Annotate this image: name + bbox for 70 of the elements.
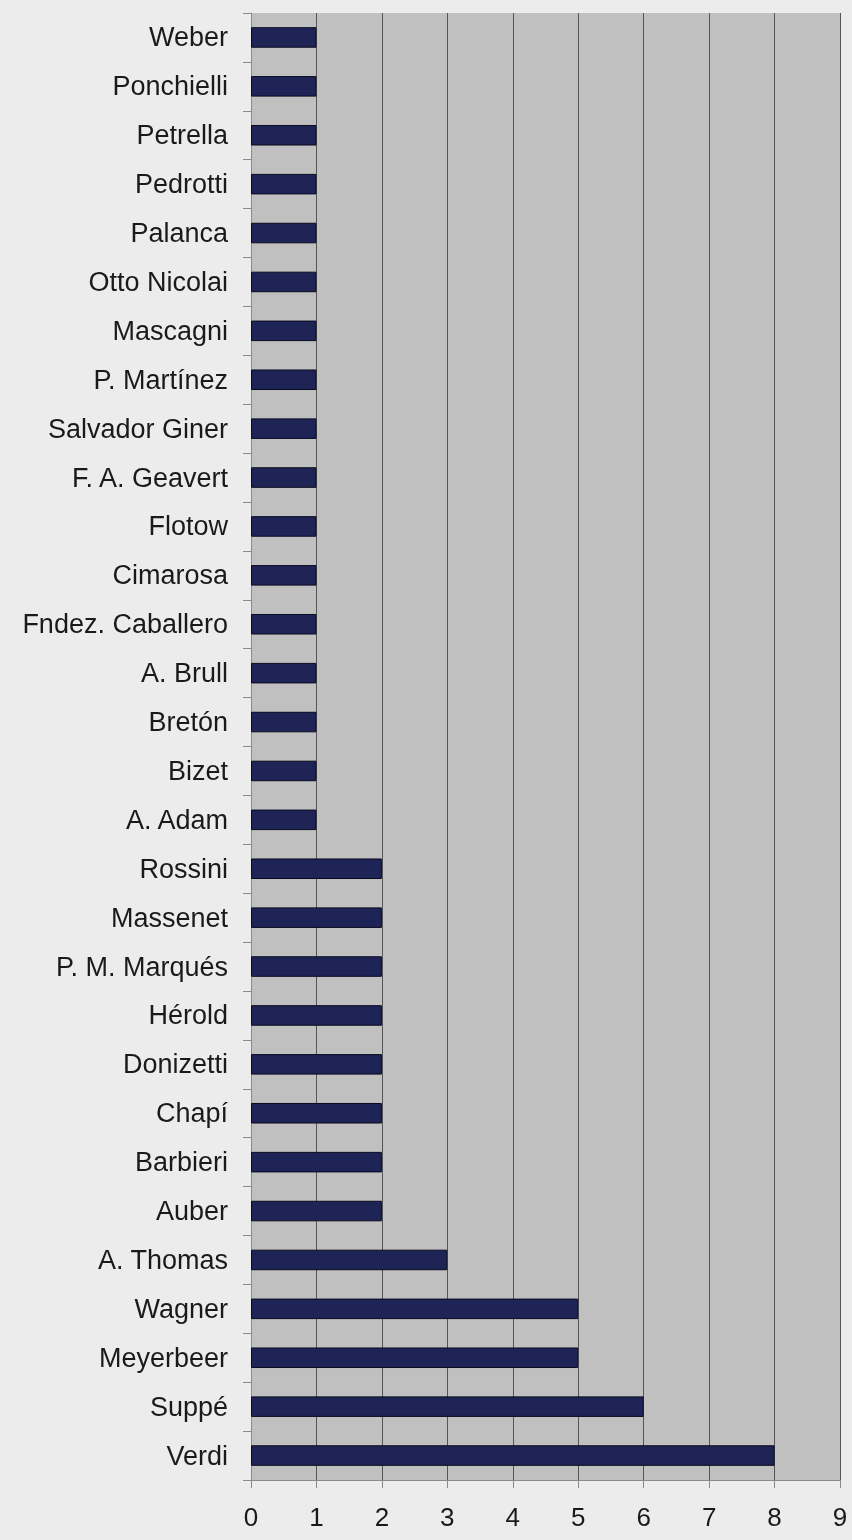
y-tick-label: P. M. Marqués [55,951,228,982]
bar [251,467,317,488]
y-tick-label: Hérold [148,1000,228,1031]
y-tick-label: Chapí [155,1098,229,1129]
bar [251,1102,382,1124]
y-tick-label: Pedrotti [134,169,228,200]
y-tick-label: Donizetti [122,1049,228,1080]
y-tick-label: Bretón [148,707,228,738]
y-tick-label: Cimarosa [112,560,229,591]
bar [251,271,317,293]
bar [251,418,317,439]
bar [251,1151,382,1173]
y-tick-label: Flotow [148,511,229,542]
bar [251,222,317,244]
y-tick-label: Massenet [110,902,229,933]
y-tick-label: Meyerbeer [98,1342,228,1373]
x-tick-label: 8 [767,1502,782,1532]
bar [251,907,382,928]
bar [251,320,317,342]
x-tick-label: 2 [374,1502,390,1532]
bar [251,956,382,977]
bar [251,516,317,537]
bar [251,858,382,880]
y-tick-label: Petrella [136,120,229,151]
y-tick-label: Fndez. Caballero [22,609,228,640]
bar [251,760,317,782]
y-tick-label: Palanca [130,218,229,249]
x-tick-label: 1 [309,1502,324,1532]
bar [251,1396,644,1417]
bar [251,809,317,831]
bar [251,173,317,195]
x-tick-label: 3 [440,1502,455,1532]
y-tick-label: Rossini [139,853,228,884]
y-tick-label: Auber [155,1196,228,1227]
bar [251,369,317,391]
y-tick-label: F. A. Geavert [71,462,229,493]
x-tick-label: 4 [505,1502,521,1532]
bar [251,27,317,48]
y-tick-label: A. Brull [140,658,228,689]
bar [251,613,317,635]
y-tick-label: Barbieri [134,1147,228,1178]
bar [251,1347,579,1369]
y-tick-label: Otto Nicolai [88,266,228,297]
bar [251,1298,579,1320]
y-tick-label: A. Adam [125,804,228,835]
y-tick-label: Bizet [167,755,229,786]
y-tick-label: A. Thomas [97,1244,228,1275]
y-tick-label: Mascagni [112,315,228,346]
y-tick-label: Weber [148,22,228,53]
bar [251,662,317,684]
y-tick-label: Verdi [166,1440,228,1471]
bar [251,124,317,146]
y-tick-label: P. Martínez [93,364,228,395]
y-tick-label: Ponchielli [112,71,228,102]
bar [251,1054,382,1075]
y-tick-label: Wagner [134,1293,228,1324]
y-tick-label: Salvador Giner [47,413,228,444]
x-tick-label: 7 [701,1502,717,1532]
bar [251,1249,448,1271]
bar [251,565,317,586]
bar [251,1005,382,1026]
x-tick-label: 6 [636,1502,651,1532]
x-tick-label: 0 [243,1502,259,1532]
y-tick-label: Suppé [149,1391,228,1422]
x-tick-label: 9 [832,1502,848,1532]
bar [251,1200,382,1222]
bar [251,1445,775,1466]
bar [251,76,317,97]
x-tick-label: 5 [570,1502,586,1532]
bar [251,711,317,733]
